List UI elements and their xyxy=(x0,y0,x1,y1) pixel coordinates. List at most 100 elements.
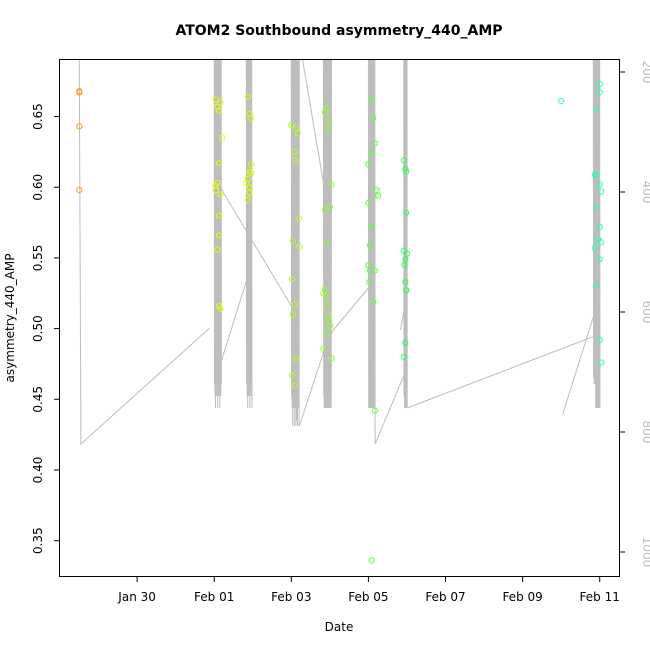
data-point-104 xyxy=(598,239,605,246)
depth-line-14 xyxy=(407,335,596,409)
y-right-tick-label-2: 600 xyxy=(640,301,650,324)
x-axis: Jan 30 Feb 01 Feb 03 Feb 05 Feb 07 Feb 09 Feb … xyxy=(117,576,620,604)
data-point-22 xyxy=(248,161,255,168)
x-tick-label-3: Feb 05 xyxy=(348,590,388,604)
y-axis-left: 0.35 0.40 0.45 0.50 0.55 0.60 0.65 xyxy=(31,103,60,554)
x-tick-label-5: Feb 09 xyxy=(502,590,542,604)
x-tick-label-0: Jan 30 xyxy=(117,590,156,604)
data-point-59 xyxy=(323,331,330,338)
data-point-18 xyxy=(217,305,224,312)
data-point-100 xyxy=(593,203,600,211)
data-point-93 xyxy=(593,106,600,113)
depth-line-15 xyxy=(562,311,596,415)
data-point-41 xyxy=(293,355,300,362)
data-point-74 xyxy=(371,267,378,274)
data-point-29 xyxy=(244,196,251,204)
data-point-85 xyxy=(402,256,409,263)
depth-line-13 xyxy=(403,59,408,409)
data-point-68 xyxy=(375,192,382,199)
data-point-37 xyxy=(296,243,303,250)
data-point-84 xyxy=(403,250,411,257)
data-point-108 xyxy=(596,336,603,343)
chart-title: ATOM2 Southbound asymmetry_440_AMP xyxy=(175,23,502,39)
data-point-11 xyxy=(212,187,219,194)
depth-line-4 xyxy=(215,179,292,307)
data-point-12 xyxy=(214,179,221,187)
data-point-81 xyxy=(403,168,410,175)
data-point-56 xyxy=(325,312,332,319)
data-point-45 xyxy=(323,105,330,112)
data-point-26 xyxy=(243,179,250,187)
data-point-38 xyxy=(289,276,296,283)
data-point-49 xyxy=(326,203,333,211)
data-point-80 xyxy=(402,165,409,172)
y-tick-label-6: 0.65 xyxy=(31,103,45,130)
depth-lines xyxy=(78,59,601,446)
data-point-89 xyxy=(403,287,410,294)
data-point-24 xyxy=(248,170,255,177)
data-point-60 xyxy=(320,345,327,352)
data-point-14 xyxy=(215,212,223,219)
data-point-13 xyxy=(217,191,224,198)
data-point-51 xyxy=(323,239,330,246)
data-point-4 xyxy=(212,96,219,103)
data-point-69 xyxy=(365,199,372,206)
data-point-35 xyxy=(296,215,303,222)
data-point-98 xyxy=(596,181,603,188)
y-tick-label-2: 0.45 xyxy=(31,386,45,413)
data-point-109 xyxy=(598,359,605,366)
plot-frame xyxy=(59,59,620,577)
data-points xyxy=(76,80,605,564)
data-point-82 xyxy=(403,209,410,216)
depth-line-3 xyxy=(245,59,253,409)
data-point-105 xyxy=(591,244,599,252)
depth-line-16 xyxy=(592,59,601,409)
data-point-95 xyxy=(596,89,603,96)
data-point-33 xyxy=(291,148,298,155)
data-point-47 xyxy=(326,126,333,133)
data-point-62 xyxy=(368,96,375,103)
data-point-64 xyxy=(371,140,378,147)
x-tick-label-2: Feb 03 xyxy=(271,590,311,604)
data-point-23 xyxy=(246,168,253,175)
data-point-101 xyxy=(596,223,603,230)
data-point-32 xyxy=(294,130,301,137)
data-point-94 xyxy=(596,80,603,88)
data-point-19 xyxy=(244,93,251,100)
data-point-58 xyxy=(326,322,333,329)
depth-line-12 xyxy=(400,311,405,331)
data-point-57 xyxy=(326,318,333,325)
data-point-50 xyxy=(321,206,329,213)
data-point-40 xyxy=(289,311,296,318)
data-point-79 xyxy=(400,157,407,164)
y-axis-label: asymmetry_440_AMP xyxy=(3,254,17,383)
data-point-65 xyxy=(368,150,375,157)
data-point-63 xyxy=(370,114,377,122)
x-tick-label-4: Feb 07 xyxy=(425,590,465,604)
data-point-9 xyxy=(215,160,223,167)
data-point-15 xyxy=(215,232,223,239)
data-point-61 xyxy=(328,355,335,362)
depth-line-6 xyxy=(298,347,326,427)
data-point-78 xyxy=(368,557,375,564)
data-point-70 xyxy=(368,223,375,230)
depth-line-7 xyxy=(302,59,326,193)
data-point-86 xyxy=(401,261,408,269)
data-point-6 xyxy=(215,107,223,115)
data-point-34 xyxy=(293,157,300,164)
y-axis-right: 200 400 600 800 1000 xyxy=(619,61,650,567)
data-point-54 xyxy=(322,293,329,300)
y-tick-label-3: 0.50 xyxy=(31,315,45,342)
depth-line-5 xyxy=(290,59,300,427)
data-point-77 xyxy=(371,407,378,414)
data-point-27 xyxy=(246,184,253,191)
x-axis-label: Date xyxy=(325,620,354,634)
data-point-72 xyxy=(365,261,372,269)
y-tick-label-4: 0.55 xyxy=(31,245,45,272)
y-right-tick-label-0: 200 xyxy=(640,61,650,84)
data-point-8 xyxy=(219,134,226,141)
data-point-67 xyxy=(373,187,380,194)
y-tick-label-5: 0.60 xyxy=(31,174,45,201)
y-tick-label-0: 0.35 xyxy=(31,527,45,554)
